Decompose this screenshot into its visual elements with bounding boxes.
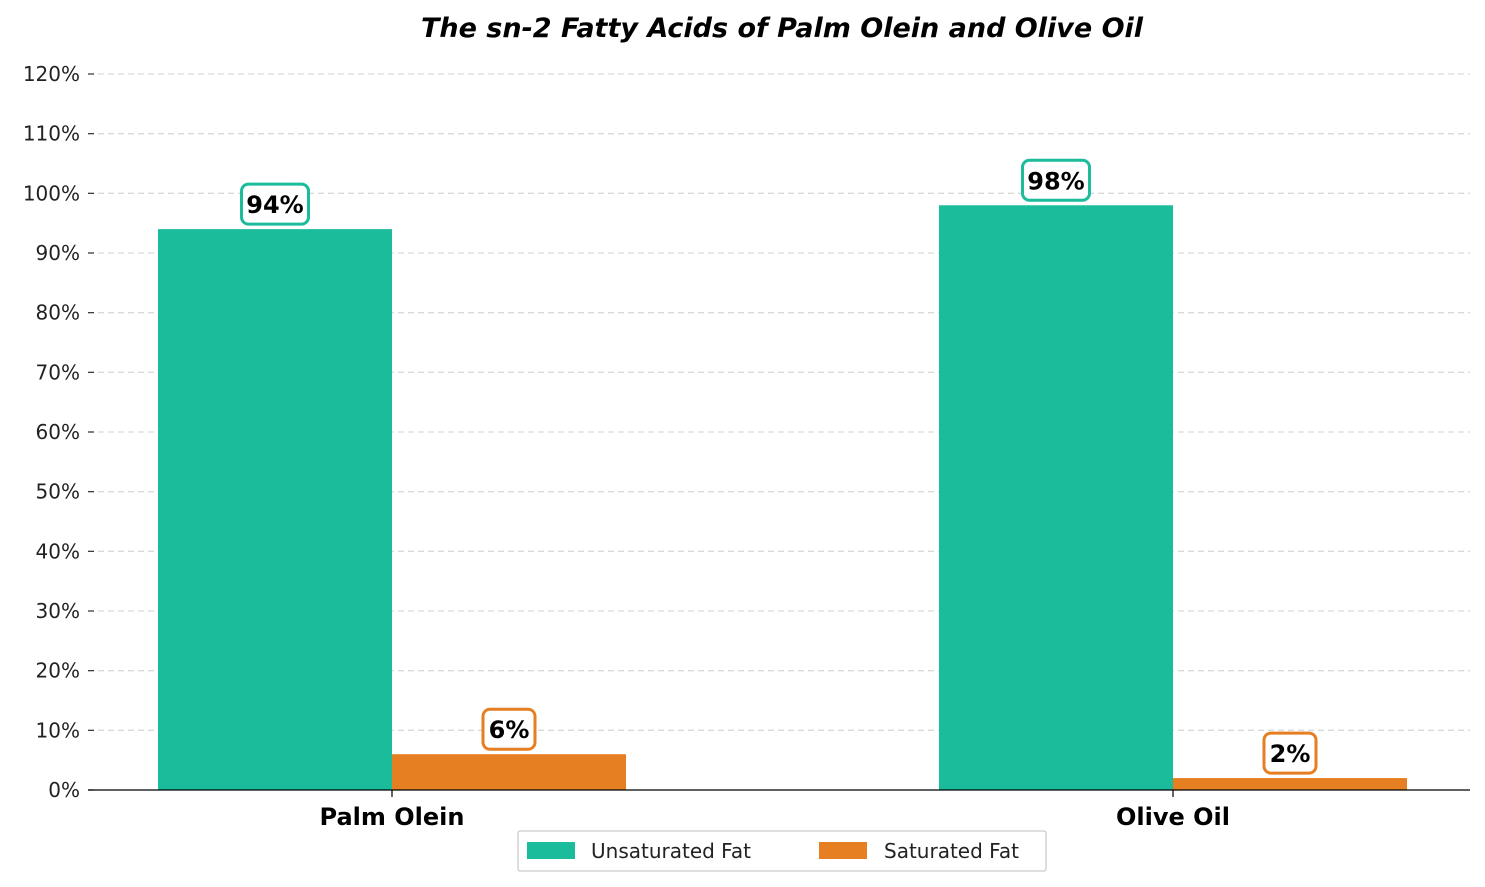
value-label-text: 94%: [246, 191, 303, 219]
bar-unsaturated-fat-palm-olein: [158, 229, 392, 791]
bar-unsaturated-fat-olive-oil: [939, 205, 1173, 790]
value-label-box: [1021, 158, 1091, 202]
value-label-text: 6%: [489, 716, 530, 744]
x-tick-label: Olive Oil: [1116, 803, 1230, 831]
value-label-box: [240, 182, 310, 226]
legend-swatch: [527, 842, 575, 859]
legend: Unsaturated Fat Saturated Fat: [517, 830, 1047, 872]
y-tick-label: 70%: [36, 360, 80, 384]
value-labels: 94% 6% 98% 2%: [240, 158, 1318, 775]
y-axis: 0% 10% 20% 30% 40% 50% 60% 70% 80% 90% 100% 110% 120…: [23, 62, 94, 802]
y-tick-label: 0%: [48, 778, 80, 802]
y-tick-label: 10%: [36, 718, 80, 742]
legend-entry-saturated-fat: Saturated Fat: [819, 839, 1019, 863]
value-label: 94%: [240, 182, 310, 226]
legend-entry-unsaturated-fat: Unsaturated Fat: [527, 839, 751, 863]
legend-box: [517, 830, 1047, 872]
x-tick-label: Palm Olein: [320, 803, 465, 831]
x-axis: Palm Olein Olive Oil: [320, 790, 1230, 831]
y-tick-label: 80%: [36, 301, 80, 325]
y-tick-label: 40%: [36, 539, 80, 563]
bar-saturated-fat-olive-oil: [1173, 778, 1407, 790]
y-tick-label: 60%: [36, 420, 80, 444]
bar-saturated-fat-palm-olein: [392, 754, 626, 790]
value-label: 2%: [1262, 731, 1318, 775]
y-tick-label: 110%: [23, 122, 80, 146]
value-label-text: 98%: [1027, 167, 1084, 195]
chart-title: The sn-2 Fatty Acids of Palm Olein and O…: [421, 13, 1144, 44]
y-tick-label: 120%: [23, 62, 80, 86]
legend-swatch: [819, 842, 867, 859]
y-tick-label: 30%: [36, 599, 80, 623]
y-tick-label: 100%: [23, 181, 80, 205]
legend-label: Saturated Fat: [884, 839, 1019, 863]
y-tick-label: 50%: [36, 480, 80, 504]
bars: [158, 205, 1407, 791]
value-label-text: 2%: [1270, 740, 1311, 768]
value-label-box: [1262, 731, 1318, 775]
value-label-box: [481, 707, 537, 751]
y-tick-label: 90%: [36, 241, 80, 265]
value-label: 6%: [481, 707, 537, 751]
legend-label: Unsaturated Fat: [591, 839, 751, 863]
value-label: 98%: [1021, 158, 1091, 202]
y-tick-label: 20%: [36, 659, 80, 683]
